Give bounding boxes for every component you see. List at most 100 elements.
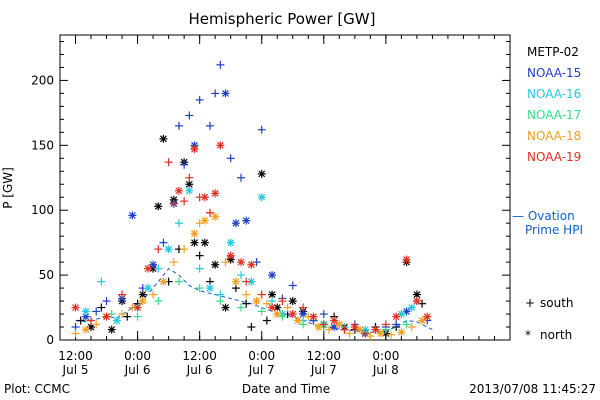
noaa-16-south-point: [174, 219, 183, 228]
marker-legend-label: north: [540, 328, 572, 342]
x-tick-label-date: Jul 8: [372, 363, 399, 377]
noaa-16-north-point: [407, 303, 416, 312]
noaa-15-south-point: [226, 154, 235, 163]
noaa-18-south-point: [169, 258, 178, 267]
x-axis-label: Date and Time: [242, 382, 330, 396]
noaa-18-north-point: [273, 310, 282, 319]
noaa-18-south-point: [92, 320, 101, 329]
noaa-16-south-point: [97, 277, 106, 286]
noaa-17-south-point: [257, 307, 266, 316]
ovation-line: [75, 267, 433, 333]
x-tick-label-date: Jul 6: [186, 363, 213, 377]
noaa-18-north-point: [211, 212, 220, 221]
y-tick-label: 200: [31, 73, 54, 87]
noaa-19-south-point: [185, 173, 194, 182]
metp-02-north-point: [211, 260, 220, 269]
x-tick-label-date: Jul 6: [124, 363, 151, 377]
noaa-19-south-point: [164, 158, 173, 167]
legend-item: NOAA-18: [527, 129, 581, 143]
metp-02-south-point: [76, 316, 85, 325]
noaa-19-south-point: [118, 290, 127, 299]
noaa-15-south-point: [102, 297, 111, 306]
marker-legend-label: south: [540, 296, 574, 310]
noaa-16-south-point: [154, 264, 163, 273]
legend-item: NOAA-16: [527, 87, 581, 101]
noaa-19-north-point: [174, 186, 183, 195]
metp-02-north-point: [288, 297, 297, 306]
noaa-19-north-point: [143, 264, 152, 273]
metp-02-north-point: [190, 238, 199, 247]
noaa-19-north-point: [371, 325, 380, 334]
noaa-18-north-point: [376, 329, 385, 338]
noaa-16-south-point: [237, 271, 246, 280]
noaa-15-south-point: [319, 310, 328, 319]
y-axis-label: P [GW]: [1, 167, 15, 209]
noaa-18-south-point: [324, 325, 333, 334]
noaa-19-south-point: [340, 325, 349, 334]
noaa-15-south-point: [185, 111, 194, 120]
noaa-19-south-point: [319, 320, 328, 329]
noaa-19-north-point: [423, 312, 432, 321]
metp-02-south-point: [97, 303, 106, 312]
y-tick-label: 150: [31, 138, 54, 152]
noaa-19-north-point: [237, 258, 246, 267]
noaa-18-south-point: [118, 310, 127, 319]
noaa-19-south-point: [87, 316, 96, 325]
noaa-19-north-point: [350, 323, 359, 332]
data-points: [71, 60, 432, 341]
noaa-15-south-point: [392, 320, 401, 329]
noaa-15-south-point: [195, 95, 204, 104]
noaa-18-south-point: [366, 332, 375, 341]
noaa-15-south-point: [211, 89, 220, 98]
noaa-15-north-point: [128, 211, 137, 220]
noaa-16-north-point: [226, 238, 235, 247]
noaa-17-south-point: [237, 303, 246, 312]
noaa-18-north-point: [81, 325, 90, 334]
noaa-19-south-point: [361, 329, 370, 338]
noaa-19-south-point: [169, 199, 178, 208]
noaa-15-south-point: [174, 121, 183, 130]
x-tick-label-time: 12:00: [182, 349, 217, 363]
x-tick-label-date: Jul 7: [248, 363, 275, 377]
noaa-18-north-point: [200, 216, 209, 225]
noaa-15-south-point: [180, 160, 189, 169]
noaa-16-north-point: [112, 316, 121, 325]
noaa-19-north-point: [309, 312, 318, 321]
noaa-18-south-point: [180, 245, 189, 254]
noaa-18-north-point: [138, 297, 147, 306]
noaa-16-north-point: [81, 307, 90, 316]
noaa-19-south-point: [242, 277, 251, 286]
marker-legend: + south * north: [525, 296, 574, 342]
noaa-18-north-point: [397, 328, 406, 337]
noaa-17-south-point: [133, 312, 142, 321]
noaa-19-north-point: [402, 255, 411, 264]
plot-area: [59, 34, 511, 341]
metp-02-north-point: [154, 202, 163, 211]
noaa-18-south-point: [71, 329, 80, 338]
legend-ovation-line1: — Ovation: [512, 209, 575, 223]
metp-02-north-point: [159, 134, 168, 143]
noaa-16-north-point: [257, 193, 266, 202]
legend-item: NOAA-19: [527, 150, 581, 164]
legend: METP-02 NOAA-15 NOAA-16 NOAA-17 NOAA-18 NOAA-…: [512, 45, 583, 237]
noaa-15-north-point: [149, 260, 158, 269]
noaa-16-north-point: [206, 284, 214, 293]
noaa-19-north-point: [226, 251, 235, 260]
noaa-19-north-point: [102, 312, 111, 321]
chart-title: Hemispheric Power [GW]: [189, 10, 376, 28]
noaa-19-north-point: [190, 145, 199, 154]
noaa-19-north-point: [268, 303, 277, 312]
legend-item: METP-02: [527, 45, 579, 59]
noaa-18-north-point: [293, 316, 302, 325]
noaa-19-south-point: [381, 320, 390, 329]
noaa-18-south-point: [149, 290, 158, 299]
y-tick-label: 50: [39, 268, 54, 282]
noaa-19-south-point: [257, 290, 266, 299]
noaa-15-south-point: [216, 60, 225, 69]
footer-left: Plot: CCMC: [4, 382, 70, 396]
noaa-19-south-point: [154, 245, 163, 254]
noaa-18-north-point: [418, 316, 427, 325]
metp-02-north-point: [257, 169, 266, 178]
